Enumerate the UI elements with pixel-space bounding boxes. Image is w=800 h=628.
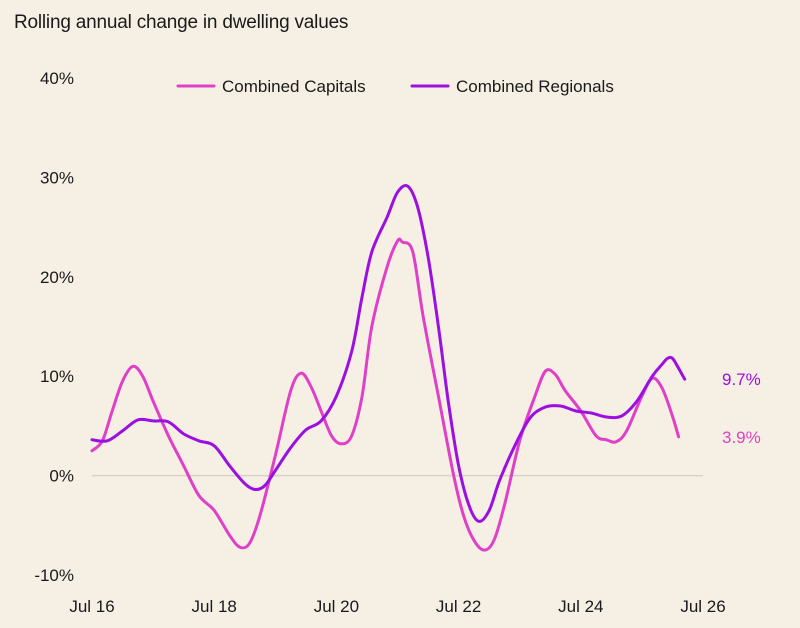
end-label-capitals: 3.9% [722,428,761,447]
x-tick-label: Jul 20 [314,597,359,616]
y-tick-label: 0% [49,467,74,486]
y-tick-label: -10% [34,566,74,585]
x-tick-label: Jul 22 [436,597,481,616]
end-label-regionals: 9.7% [722,370,761,389]
series-line-capitals [90,237,681,552]
x-tick-label: Jul 16 [69,597,114,616]
chart-title: Rolling annual change in dwelling values [14,12,349,33]
legend-label-capitals: Combined Capitals [222,77,366,96]
x-tick-label: Jul 24 [558,597,603,616]
y-tick-label: 20% [40,268,74,287]
y-tick-label: 10% [40,367,74,386]
y-tick-label: 40% [40,69,74,88]
x-tick-label: Jul 26 [680,597,725,616]
x-tick-label: Jul 18 [192,597,237,616]
legend-label-regionals: Combined Regionals [456,77,614,96]
y-tick-label: 30% [40,168,74,187]
series-line-regionals [90,184,687,523]
